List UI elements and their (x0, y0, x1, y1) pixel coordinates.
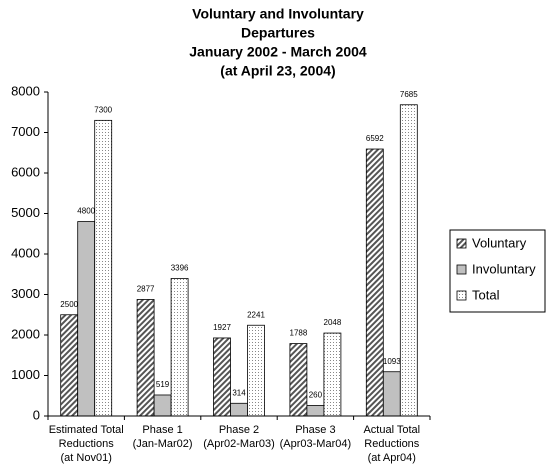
bar (230, 402, 248, 417)
legend-label: Voluntary (472, 235, 527, 250)
value-label: 314 (232, 388, 246, 397)
value-label: 7300 (94, 105, 112, 114)
bar (289, 343, 308, 417)
value-label: 2877 (137, 285, 155, 294)
x-tick-label: Phase 3 (295, 424, 335, 436)
bar (306, 405, 325, 417)
x-tick-label: (Jan-Mar02) (133, 438, 193, 450)
legend-swatch (456, 290, 467, 301)
x-tick-label: (Apr03-Mar04) (280, 438, 352, 450)
x-tick-label: Reductions (59, 438, 115, 450)
x-tick-label: Actual Total (363, 424, 420, 436)
bar (323, 332, 342, 417)
legend-label: Involuntary (472, 261, 536, 276)
bar (136, 299, 155, 417)
legend-swatch (456, 264, 467, 275)
bar (399, 104, 418, 417)
x-tick-label: Reductions (364, 438, 420, 450)
y-tick-label: 1000 (11, 367, 40, 382)
x-tick-label: (Apr02-Mar03) (203, 438, 275, 450)
bar (213, 337, 231, 417)
value-label: 2500 (60, 300, 78, 309)
y-tick-label: 6000 (11, 164, 40, 179)
value-label: 260 (309, 391, 323, 400)
y-tick-label: 4000 (11, 245, 40, 260)
x-tick-label: Estimated Total (49, 424, 124, 436)
bar (365, 148, 384, 417)
x-tick-label: (at Apr04) (368, 452, 416, 464)
value-label: 6592 (366, 134, 384, 143)
value-label: 2241 (247, 310, 265, 319)
value-label: 2048 (324, 318, 342, 327)
value-label: 1093 (383, 357, 401, 366)
y-tick-label: 2000 (11, 326, 40, 341)
x-tick-label: Phase 2 (219, 424, 259, 436)
x-tick-label: (at Nov01) (61, 452, 112, 464)
y-tick-label: 5000 (11, 205, 40, 220)
y-tick-label: 3000 (11, 286, 40, 301)
bar (77, 221, 96, 417)
y-tick-label: 8000 (11, 83, 40, 98)
value-label: 519 (156, 380, 170, 389)
bar (94, 119, 113, 417)
value-label: 1927 (213, 323, 231, 332)
value-label: 4800 (77, 207, 95, 216)
bar (382, 371, 401, 417)
value-label: 1788 (290, 329, 308, 338)
title-line: Departures (241, 25, 315, 41)
x-tick-label: Phase 1 (142, 424, 182, 436)
title-line: January 2002 - March 2004 (189, 44, 367, 60)
value-label: 3396 (171, 264, 189, 273)
value-label: 7685 (400, 90, 418, 99)
legend-label: Total (472, 287, 500, 302)
bar (60, 314, 79, 417)
bar (170, 278, 189, 417)
bar (247, 324, 265, 417)
title-line: Voluntary and Involuntary (192, 6, 364, 22)
y-tick-label: 0 (33, 407, 40, 422)
chart-title: Voluntary and Involuntary Departures Janua… (189, 6, 367, 79)
title-line: (at April 23, 2004) (220, 63, 335, 79)
bar (153, 394, 172, 417)
y-tick-label: 7000 (11, 124, 40, 139)
legend-swatch (456, 238, 467, 249)
